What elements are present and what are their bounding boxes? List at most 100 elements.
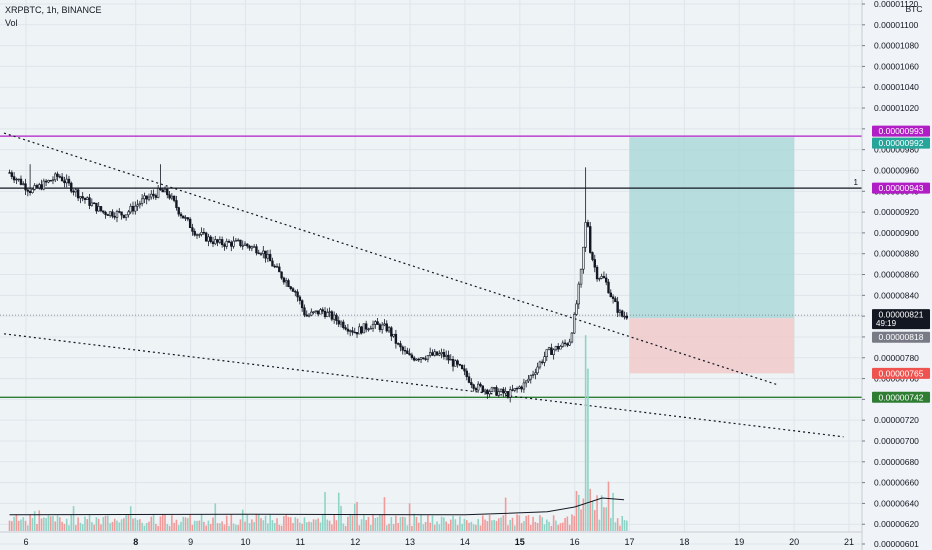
volume-bar [575, 491, 578, 531]
stop-zone[interactable] [629, 318, 795, 374]
volume-bar [205, 525, 207, 531]
time-tick-label: 19 [734, 537, 744, 547]
volume-bar [347, 516, 349, 531]
price-tick-label: 0.00000601 [874, 539, 919, 549]
time-tick-label: 6 [23, 537, 28, 547]
volume-bar [564, 517, 566, 531]
volume-bar [40, 518, 43, 531]
volume-bar [495, 520, 498, 531]
volume-bar [374, 518, 377, 531]
volume-bar [203, 521, 205, 531]
volume-bar [139, 519, 141, 531]
candle-body [44, 180, 48, 183]
candle-body [504, 391, 507, 394]
candle-body [193, 231, 196, 236]
volume-bar [390, 517, 393, 531]
candle-body [392, 333, 395, 337]
candle-body [355, 332, 359, 335]
volume-bar [548, 521, 550, 531]
volume-bar [516, 514, 518, 531]
volume-bar [529, 524, 532, 531]
candle-body [598, 278, 601, 280]
candle-body [243, 243, 247, 246]
price-tick-label: 0.00000720 [874, 415, 919, 425]
trendline-upper-downtrend[interactable] [3, 132, 778, 386]
candle-body [575, 303, 578, 315]
volume-bar [198, 520, 201, 531]
candle-body [451, 359, 455, 367]
volume-bar [287, 516, 290, 531]
candle-body [211, 241, 215, 245]
volume-bar [11, 521, 13, 531]
candle-body [278, 266, 281, 273]
candle-body [621, 310, 624, 317]
volume-bar [328, 520, 331, 531]
candle-body [518, 386, 521, 389]
volume-bar [56, 515, 59, 531]
candle-body [241, 245, 244, 247]
candle-body [417, 358, 420, 361]
volume-bar [285, 514, 287, 531]
volume-bar [438, 524, 441, 531]
trendline-lower-downtrend[interactable] [3, 333, 844, 438]
volume-bar [289, 517, 292, 531]
volume-bar [81, 524, 84, 531]
volume-bar [335, 520, 338, 531]
candle-body [426, 355, 430, 360]
volume-bar [475, 524, 477, 531]
volume-bar [520, 523, 523, 531]
volume-bar [315, 519, 317, 531]
time-tick-label: 14 [460, 537, 470, 547]
volume-bar [422, 524, 425, 531]
candle-body [225, 240, 228, 247]
candle-body [394, 333, 398, 344]
volume-bar [559, 523, 562, 531]
volume-bar [248, 523, 251, 531]
candle-body [579, 268, 583, 285]
volume-bar [619, 525, 621, 531]
volume-bar [269, 514, 271, 531]
candle-body [511, 389, 514, 391]
candle-body [81, 196, 84, 199]
price-tick-label: 0.00000860 [874, 270, 919, 280]
price-tick-label: 0.00000620 [874, 519, 919, 529]
candle-body [476, 383, 480, 391]
target-zone[interactable] [629, 137, 795, 319]
volume-bar [372, 514, 374, 531]
candle-body [22, 183, 25, 185]
volume-bar [376, 517, 379, 531]
volume-bar [196, 520, 198, 531]
candle-body [552, 349, 555, 355]
candle-body [28, 191, 32, 194]
candle-body [12, 176, 16, 181]
volume-bar [340, 505, 342, 531]
candle-body [214, 239, 217, 245]
price-label-entry: 0.00000943 [879, 183, 924, 193]
candle-body [563, 342, 567, 345]
volume-bar [47, 515, 50, 531]
volume-bar [625, 520, 628, 531]
volume-bar [577, 494, 580, 531]
candle-body [472, 384, 475, 389]
candle-body [458, 363, 462, 366]
price-label-resistance-bg [872, 125, 930, 137]
volume-bar [77, 517, 79, 531]
price-tick-label: 0.00000980 [874, 145, 919, 155]
price-tick-label: 0.00000960 [874, 165, 919, 175]
price-tick-label: 0.00000780 [874, 353, 919, 363]
candle-body [186, 217, 190, 220]
volume-bar [13, 516, 15, 531]
time-tick-label: 12 [350, 537, 360, 547]
candle-body [380, 324, 384, 330]
candle-body [70, 182, 73, 192]
volume-bar [61, 521, 63, 531]
candle-body [150, 193, 153, 198]
candle-body [257, 252, 260, 255]
volume-bar [447, 523, 450, 531]
candle-body [83, 197, 87, 200]
candle-body [390, 327, 393, 337]
volume-bar [72, 506, 75, 531]
volume-bar [429, 522, 431, 531]
